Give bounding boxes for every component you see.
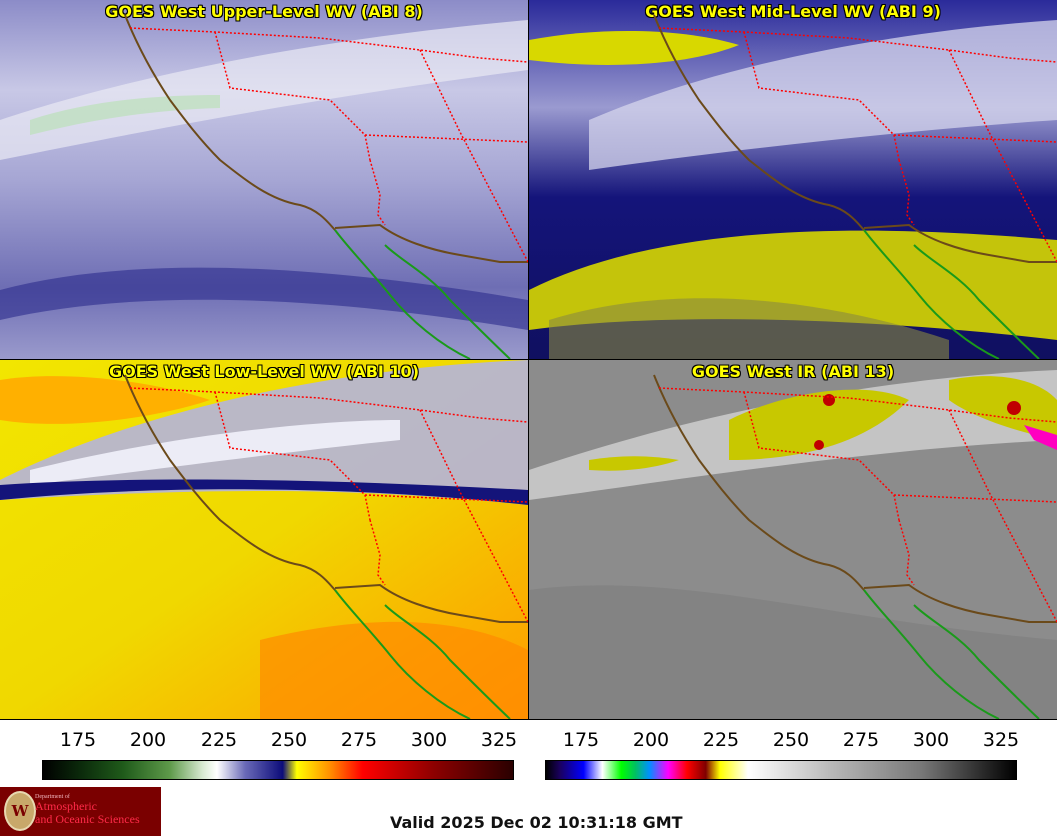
tick-label: 325 xyxy=(480,729,518,751)
ir-colorbar: 175 200 225 250 275 300 325 xyxy=(533,725,1033,780)
tick-label: 250 xyxy=(772,729,810,751)
low-level-wv-panel: GOES West Low-Level WV (ABI 10) xyxy=(0,360,528,719)
panel-title: GOES West IR (ABI 13) xyxy=(691,362,895,381)
upper-level-wv-image xyxy=(0,0,528,359)
tick-label: 175 xyxy=(562,729,600,751)
wv-color-scale xyxy=(42,760,514,780)
panel-title: GOES West Mid-Level WV (ABI 9) xyxy=(645,2,941,21)
logo-line1: Atmospheric xyxy=(35,799,97,814)
ir-color-scale xyxy=(545,760,1017,780)
valid-time: Valid 2025 Dec 02 10:31:18 GMT xyxy=(390,813,683,832)
ir-image xyxy=(529,360,1057,719)
panel-divider xyxy=(0,359,1057,360)
tick-label: 300 xyxy=(410,729,448,751)
logo-line2: and Oceanic Sciences xyxy=(35,811,140,826)
tick-label: 225 xyxy=(200,729,238,751)
ir-panel: GOES West IR (ABI 13) xyxy=(529,360,1057,719)
tick-label: 250 xyxy=(270,729,308,751)
panel-title: GOES West Low-Level WV (ABI 10) xyxy=(108,362,419,381)
logo-text: Department of Atmospheric and Oceanic Sc… xyxy=(35,794,140,825)
tick-label: 200 xyxy=(632,729,670,751)
panel-divider xyxy=(528,0,529,720)
aos-logo: W Department of Atmospheric and Oceanic … xyxy=(0,787,161,836)
upper-level-wv-panel: GOES West Upper-Level WV (ABI 8) xyxy=(0,0,528,359)
logo-dept: Department of xyxy=(35,794,70,800)
tick-label: 175 xyxy=(59,729,97,751)
low-level-wv-image xyxy=(0,360,528,719)
tick-label: 300 xyxy=(912,729,950,751)
tick-label: 275 xyxy=(842,729,880,751)
wv-colorbar: 175 200 225 250 275 300 325 xyxy=(30,725,530,780)
tick-label: 325 xyxy=(982,729,1020,751)
tick-label: 200 xyxy=(129,729,167,751)
tick-label: 275 xyxy=(340,729,378,751)
uw-seal-icon: W xyxy=(4,791,36,831)
panel-title: GOES West Upper-Level WV (ABI 8) xyxy=(105,2,423,21)
mid-level-wv-image xyxy=(529,0,1057,359)
panel-divider xyxy=(0,719,1057,720)
map-overlay xyxy=(124,14,1057,720)
mid-level-wv-panel: GOES West Mid-Level WV (ABI 9) xyxy=(529,0,1057,359)
tick-label: 225 xyxy=(702,729,740,751)
